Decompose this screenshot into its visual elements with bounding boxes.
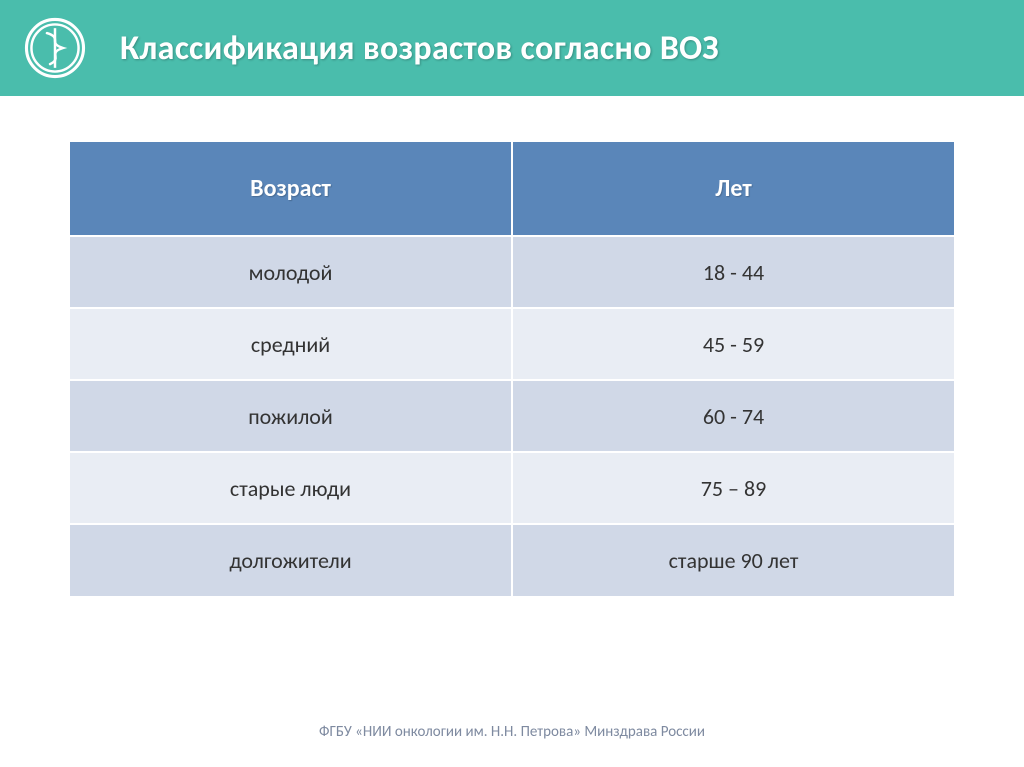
cell-years: старше 90 лет: [512, 524, 954, 596]
table-row: молодой 18 - 44: [70, 236, 954, 308]
slide-header: Классификация возрастов согласно ВОЗ: [0, 0, 1024, 96]
table-row: средний 45 - 59: [70, 308, 954, 380]
cell-age: старые люди: [70, 452, 512, 524]
table-row: пожилой 60 - 74: [70, 380, 954, 452]
cell-age: пожилой: [70, 380, 512, 452]
table-row: долгожители старше 90 лет: [70, 524, 954, 596]
table-header-row: Возраст Лет: [70, 142, 954, 236]
cell-years: 45 - 59: [512, 308, 954, 380]
table-row: старые люди 75 – 89: [70, 452, 954, 524]
cell-years: 18 - 44: [512, 236, 954, 308]
cell-age: долгожители: [70, 524, 512, 596]
cell-age: средний: [70, 308, 512, 380]
slide-title: Классификация возрастов согласно ВОЗ: [120, 28, 719, 69]
cell-age: молодой: [70, 236, 512, 308]
slide: Классификация возрастов согласно ВОЗ Воз…: [0, 0, 1024, 767]
col-header-years: Лет: [512, 142, 954, 236]
cell-years: 75 – 89: [512, 452, 954, 524]
cell-years: 60 - 74: [512, 380, 954, 452]
caduceus-logo-icon: [24, 17, 86, 79]
footer-attribution: ФГБУ «НИИ онкологии им. Н.Н. Петрова» Ми…: [0, 723, 1024, 741]
age-classification-table: Возраст Лет молодой 18 - 44 средний 45 -…: [70, 142, 954, 596]
col-header-age: Возраст: [70, 142, 512, 236]
